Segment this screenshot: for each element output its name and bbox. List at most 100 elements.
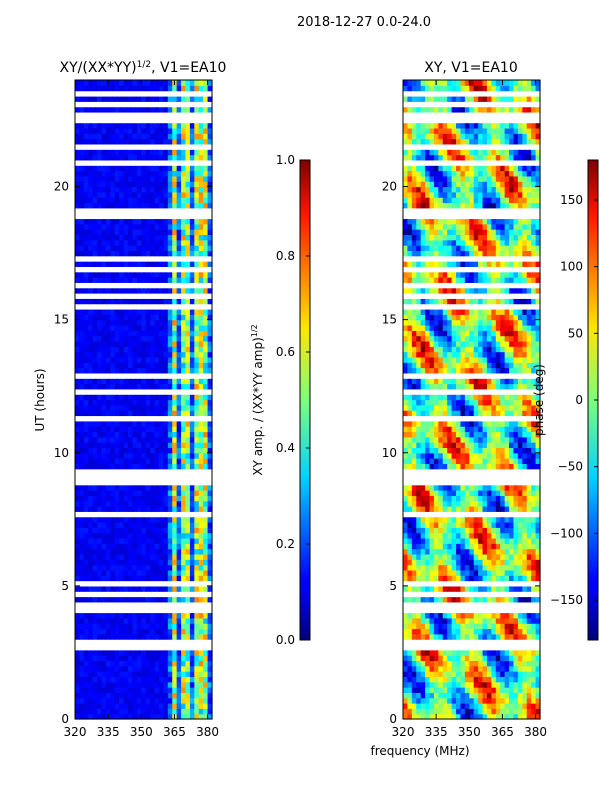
heatmap-2-cell <box>504 687 510 693</box>
heatmap-1-cell <box>194 271 200 278</box>
heatmap-2-cell <box>438 692 444 699</box>
heatmap-1-cell <box>150 697 156 704</box>
heatmap-2-cell <box>526 548 532 555</box>
heatmap-1-cell <box>123 601 129 608</box>
heatmap-1-cell <box>97 649 103 656</box>
heatmap-2-cell <box>469 708 475 715</box>
heatmap-1-cell <box>181 500 187 507</box>
heatmap-1-cell <box>114 298 120 305</box>
heatmap-2-cell <box>420 575 426 582</box>
heatmap-1-cell <box>163 585 169 592</box>
heatmap-2-cell <box>535 628 541 635</box>
heatmap-1-cell <box>167 277 173 283</box>
heatmap-1-cell <box>163 170 169 177</box>
heatmap-1-cell <box>154 149 160 156</box>
heatmap-1-cell <box>189 553 195 560</box>
heatmap-1-cell <box>176 463 182 470</box>
heatmap-1-cell <box>207 111 213 118</box>
heatmap-1-cell <box>88 143 94 150</box>
heatmap-1-cell <box>75 484 81 491</box>
heatmap-1-cell <box>141 197 147 204</box>
heatmap-1-cell <box>176 452 182 459</box>
heatmap-1[interactable] <box>75 80 213 720</box>
colorbar-1[interactable]: 0.00.20.40.60.81.0 XY amp. / (XX*YY amp)… <box>250 153 311 647</box>
heatmap-2-cell <box>429 601 435 608</box>
heatmap-2-cell <box>420 623 426 630</box>
heatmap-1-cell <box>189 303 195 310</box>
heatmap-1-cell <box>203 293 209 299</box>
heatmap-1-cell <box>150 585 156 592</box>
heatmap-1-cell <box>203 159 209 166</box>
heatmap-1-cell <box>198 197 204 204</box>
heatmap-2-cell <box>425 644 431 651</box>
heatmap-1-cell <box>176 484 182 491</box>
heatmap-1-cell <box>167 484 173 491</box>
heatmap-1-cell <box>75 559 81 566</box>
heatmap-1-cell <box>128 383 134 390</box>
heatmap-1-cell <box>176 234 182 241</box>
heatmap-1-cell <box>75 207 81 214</box>
heatmap-2-cell <box>469 660 475 667</box>
heatmap-1-cell <box>189 127 195 134</box>
heatmap-1-cell <box>92 133 98 140</box>
heatmap-1-cell <box>79 234 85 241</box>
heatmap-2-cell <box>407 655 413 662</box>
heatmap-1-cell <box>110 628 116 635</box>
heatmap-1-cell <box>185 490 191 496</box>
heatmap-1-cell <box>158 346 164 353</box>
heatmap-2-cell <box>513 511 519 518</box>
heatmap-2-cell <box>535 596 541 603</box>
heatmap-1-cell <box>105 442 111 449</box>
heatmap-1-cell <box>128 511 134 518</box>
heatmap-1-cell <box>167 95 173 102</box>
heatmap-2-cell <box>522 553 528 560</box>
heatmap-2-cell <box>491 516 497 523</box>
heatmap-1-cell <box>198 186 204 193</box>
heatmap-2-cell <box>438 580 444 587</box>
heatmap-2-cell <box>407 532 413 539</box>
heatmap-1-cell <box>114 490 120 496</box>
heatmap-2-cell <box>531 532 537 539</box>
heatmap-1-cell <box>176 697 182 704</box>
heatmap-1-cell <box>181 218 187 225</box>
heatmap-2-cell <box>425 633 431 640</box>
heatmap-1-cell <box>163 537 169 544</box>
heatmap-1-cell <box>198 468 204 475</box>
heatmap-1-cell <box>105 351 111 358</box>
heatmap-1-cell <box>79 575 85 582</box>
heatmap-2[interactable] <box>403 80 541 720</box>
heatmap-2-cell <box>517 623 523 630</box>
heatmap-1-cell <box>163 111 169 118</box>
heatmap-1-cell <box>158 213 164 220</box>
heatmap-1-cell <box>101 181 107 188</box>
heatmap-2-cell <box>411 596 417 603</box>
heatmap-1-cell <box>79 117 85 124</box>
heatmap-1-cell <box>136 282 142 289</box>
heatmap-1-cell <box>136 362 142 369</box>
heatmap-1-cell <box>132 410 138 417</box>
heatmap-2-cell <box>513 649 519 656</box>
heatmap-2-cell <box>531 537 537 544</box>
heatmap-1-cell <box>88 282 94 289</box>
heatmap-1-cell <box>194 548 200 555</box>
heatmap-2-cell <box>420 607 426 614</box>
heatmap-1-cell <box>150 202 156 209</box>
heatmap-1-cell <box>154 202 160 209</box>
heatmap-1-cell <box>207 261 213 267</box>
heatmap-2-cell <box>429 591 435 598</box>
heatmap-1-cell <box>158 463 164 470</box>
heatmap-1-cell <box>167 202 173 209</box>
heatmap-1-cell <box>101 399 107 406</box>
heatmap-1-cell <box>110 585 116 592</box>
heatmap-1-cell <box>128 303 134 310</box>
heatmap-1-cell <box>88 463 94 470</box>
heatmap-1-cell <box>154 649 160 656</box>
heatmap-1-cell <box>105 308 111 315</box>
heatmap-1-cell <box>114 234 120 241</box>
heatmap-1-cell <box>185 277 191 283</box>
heatmap-1-cell <box>88 442 94 449</box>
heatmap-1-cell <box>114 703 120 709</box>
heatmap-1-cell <box>154 713 160 720</box>
heatmap-1-cell <box>145 537 151 544</box>
heatmap-1-cell <box>163 697 169 704</box>
